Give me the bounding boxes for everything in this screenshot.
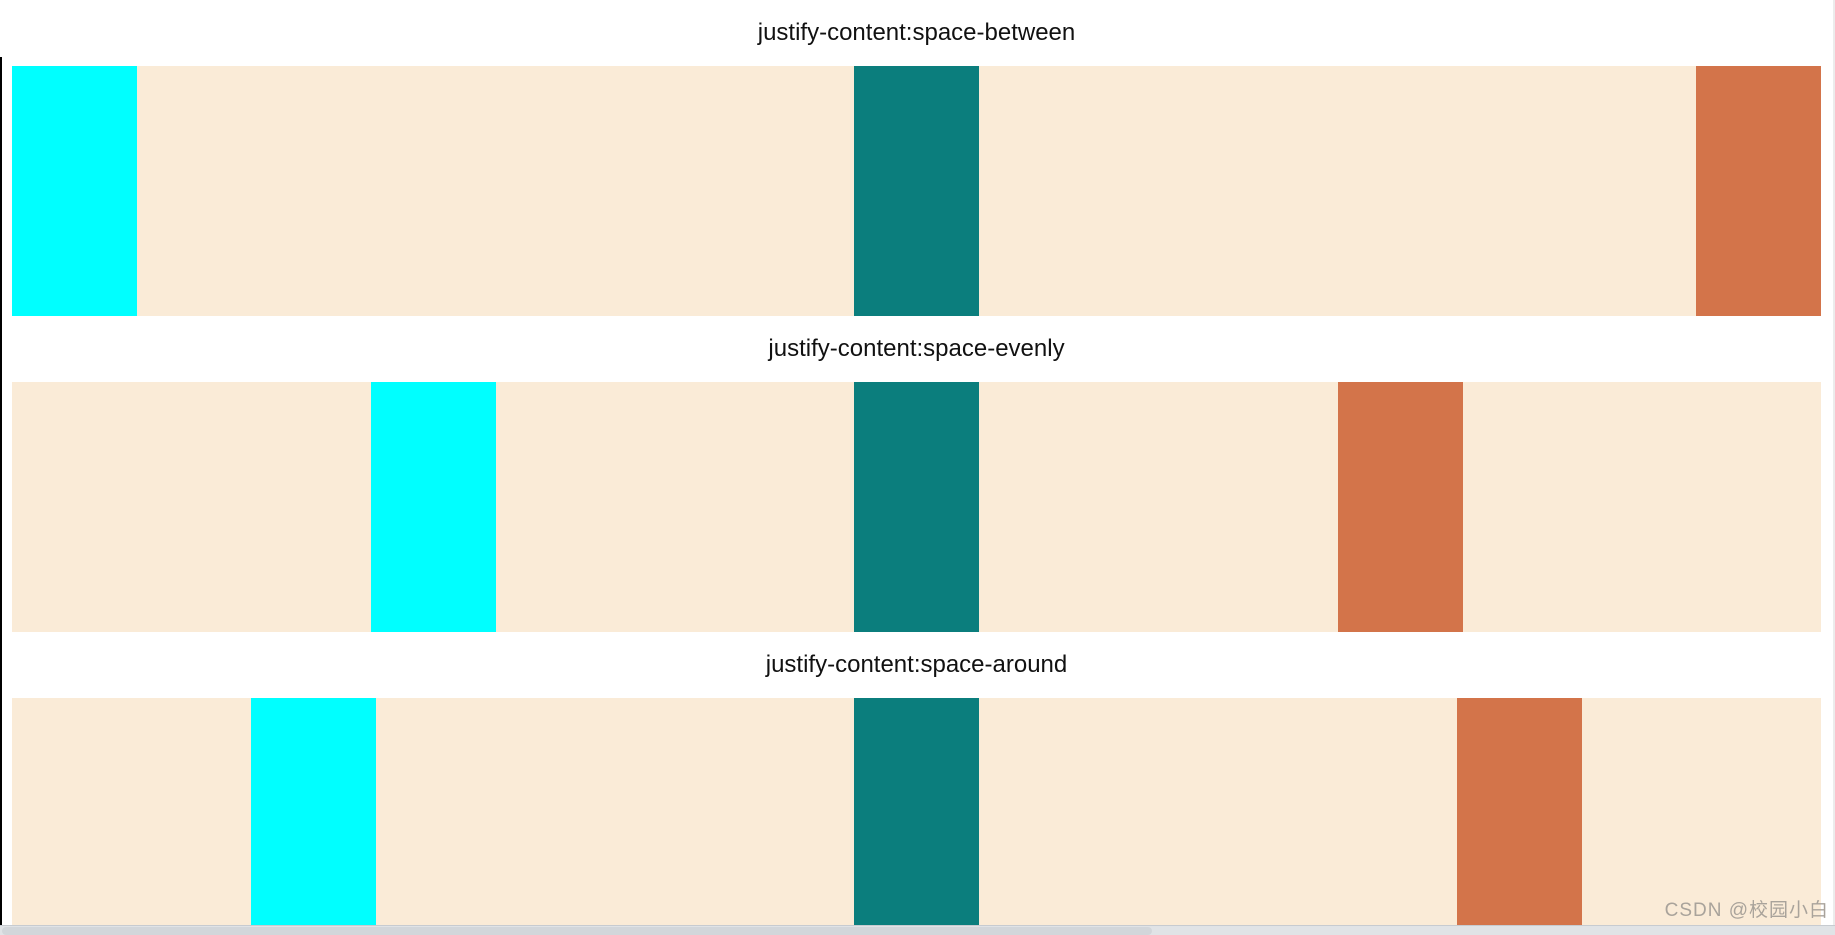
flex-container-space-evenly — [12, 382, 1821, 632]
flex-container-space-between — [12, 66, 1821, 316]
flex-item-teal — [854, 698, 979, 935]
flex-demo-section-space-evenly: justify-content:space-evenly — [12, 316, 1821, 632]
flex-item-teal — [854, 66, 979, 316]
section-title-space-between: justify-content:space-between — [757, 19, 1076, 46]
section-title-space-evenly: justify-content:space-evenly — [768, 335, 1065, 362]
window-right-edge — [1833, 0, 1835, 935]
flex-item-orange — [1696, 66, 1821, 316]
flex-item-cyan — [370, 382, 496, 632]
flex-item-cyan — [251, 698, 376, 935]
flex-container-space-around — [12, 698, 1821, 935]
window-left-border — [0, 57, 2, 925]
flex-item-orange — [1337, 382, 1463, 632]
flex-item-cyan — [12, 66, 137, 316]
flex-item-orange — [1457, 698, 1582, 935]
flex-demo-section-space-around: justify-content:space-around — [12, 632, 1821, 935]
horizontal-scrollbar[interactable] — [0, 925, 1835, 935]
flex-item-teal — [854, 382, 979, 632]
csdn-watermark: CSDN @校园小白 — [1664, 900, 1829, 921]
horizontal-scrollbar-thumb[interactable] — [2, 927, 1152, 935]
section-title-space-around: justify-content:space-around — [765, 651, 1068, 678]
flex-demo-section-space-between: justify-content:space-between — [12, 0, 1821, 316]
